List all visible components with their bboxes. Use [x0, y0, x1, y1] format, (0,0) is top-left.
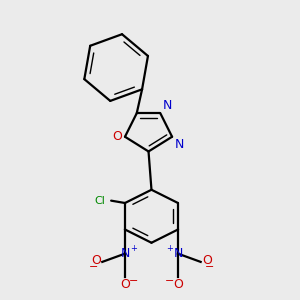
Text: +: + [166, 244, 173, 253]
Text: −: − [164, 276, 174, 286]
Text: N: N [173, 247, 183, 260]
Text: O: O [173, 278, 183, 291]
Text: N: N [163, 99, 172, 112]
Text: N: N [120, 247, 130, 260]
Text: O: O [91, 254, 101, 267]
Text: −: − [205, 262, 214, 272]
Text: −: − [89, 262, 98, 272]
Text: +: + [130, 244, 137, 253]
Text: O: O [202, 254, 212, 267]
Text: O: O [120, 278, 130, 291]
Text: −: − [129, 276, 139, 286]
Text: O: O [113, 130, 123, 143]
Text: N: N [174, 138, 184, 151]
Text: Cl: Cl [94, 196, 105, 206]
